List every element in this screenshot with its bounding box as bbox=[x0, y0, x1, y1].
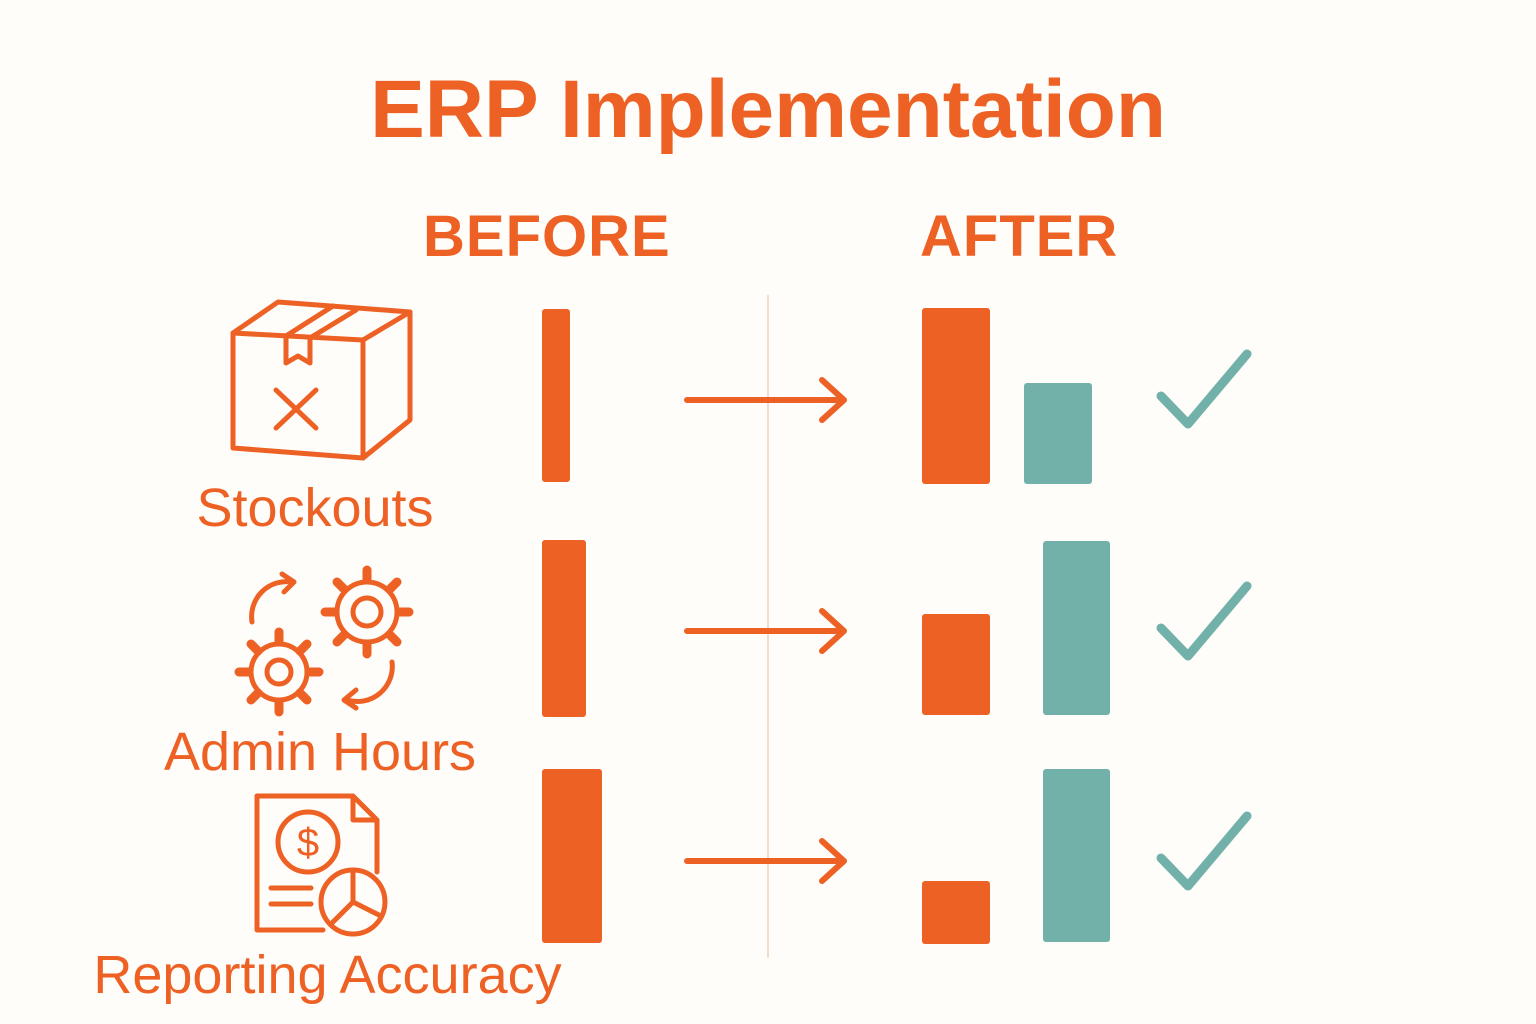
after-bar-stockouts bbox=[1024, 383, 1092, 484]
after-bar-reporting-accuracy bbox=[1043, 769, 1110, 942]
arrow-right-icon bbox=[684, 608, 847, 654]
row-label-stockouts: Stockouts bbox=[196, 478, 434, 538]
box-with-x-icon bbox=[230, 299, 413, 461]
page-title: ERP Implementation bbox=[370, 64, 1166, 155]
row-label-reporting-accuracy: Reporting Accuracy bbox=[93, 945, 562, 1005]
before-heading: BEFORE bbox=[423, 204, 671, 269]
divider bbox=[767, 295, 769, 958]
after-heading: AFTER bbox=[920, 204, 1119, 269]
svg-text:$: $ bbox=[297, 821, 319, 865]
after-bar-admin-hours bbox=[1043, 541, 1110, 715]
before-bar-admin-hours bbox=[542, 540, 586, 717]
gears-cycle-icon bbox=[234, 565, 414, 717]
checkmark-icon bbox=[1156, 811, 1252, 891]
after-bar-before-admin-hours bbox=[922, 614, 990, 715]
checkmark-icon bbox=[1156, 349, 1252, 429]
before-bar-reporting-accuracy bbox=[542, 769, 602, 943]
checkmark-icon bbox=[1156, 581, 1252, 661]
row-label-admin-hours: Admin Hours bbox=[163, 722, 477, 782]
financial-report-icon: $ bbox=[254, 793, 388, 937]
arrow-right-icon bbox=[684, 377, 847, 423]
after-bar-before-stockouts bbox=[922, 308, 990, 484]
before-bar-stockouts bbox=[542, 309, 570, 482]
after-bar-before-reporting-accuracy bbox=[922, 881, 990, 944]
arrow-right-icon bbox=[684, 838, 847, 884]
